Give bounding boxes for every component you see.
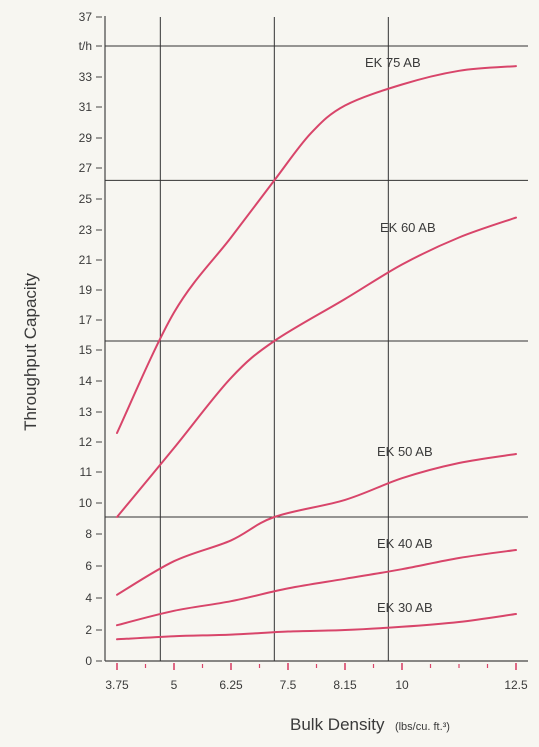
series-layer <box>116 65 517 641</box>
y-tick-label: 2 <box>85 623 92 637</box>
y-tick-label: 29 <box>79 131 93 145</box>
y-tick-label: 10 <box>79 496 93 510</box>
x-tick-label: 12.5 <box>504 678 528 692</box>
y-tick-label: 13 <box>79 405 93 419</box>
series-line-ek-50-ab <box>116 453 517 596</box>
series-label-ek-60-ab: EK 60 AB <box>380 220 436 235</box>
series-label-ek-50-ab: EK 50 AB <box>377 444 433 459</box>
y-tick-label: 27 <box>79 161 93 175</box>
x-tick-label: 5 <box>171 678 178 692</box>
y-tick-label: 8 <box>85 527 92 541</box>
y-tick-label: 23 <box>79 223 93 237</box>
y-tick-label: 14 <box>79 374 93 388</box>
x-axis-title-group: Bulk Density (lbs/cu. ft.³) <box>290 715 450 734</box>
x-tick-label: 6.25 <box>219 678 243 692</box>
y-tick-label: 17 <box>79 313 93 327</box>
y-tick-label: 21 <box>79 253 93 267</box>
series-line-ek-30-ab <box>116 613 517 641</box>
x-tick-label: 10 <box>395 678 409 692</box>
y-tick-label: 33 <box>79 70 93 84</box>
y-tick-label: 0 <box>85 654 92 668</box>
y-tick-label: 37 <box>79 10 93 24</box>
y-tick-label: 6 <box>85 559 92 573</box>
y-tick-label: t/h <box>79 39 92 53</box>
x-axis-unit: (lbs/cu. ft.³) <box>395 721 450 733</box>
x-axis-title: Bulk Density <box>290 715 385 734</box>
x-tick-label: 3.75 <box>105 678 129 692</box>
x-tick-label: 8.15 <box>333 678 357 692</box>
series-label-ek-30-ab: EK 30 AB <box>377 600 433 615</box>
x-tick-label: 7.5 <box>280 678 297 692</box>
series-label-layer: EK 75 AB EK 60 AB EK 50 AB EK 40 AB EK 30 AB <box>365 55 436 615</box>
y-tick-label: 15 <box>79 343 93 357</box>
series-line-ek-75-ab <box>116 65 517 434</box>
y-tick-label: 31 <box>79 100 93 114</box>
y-tick-label: 11 <box>80 465 93 479</box>
y-axis-title: Throughput Capacity <box>21 273 40 431</box>
y-tick-label: 12 <box>79 435 93 449</box>
tick-layer: 0 2 4 6 8 10 11 12 13 14 15 17 19 21 23 25 27 29 31 33 t/h 37… <box>79 10 528 692</box>
series-label-ek-75-ab: EK 75 AB <box>365 55 421 70</box>
grid-layer <box>104 16 528 662</box>
series-label-ek-40-ab: EK 40 AB <box>377 536 433 551</box>
y-tick-label: 19 <box>79 283 93 297</box>
y-tick-label: 25 <box>79 192 93 206</box>
series-line-ek-40-ab <box>116 549 517 627</box>
series-line-ek-60-ab <box>116 216 517 518</box>
y-tick-label: 4 <box>85 591 92 605</box>
